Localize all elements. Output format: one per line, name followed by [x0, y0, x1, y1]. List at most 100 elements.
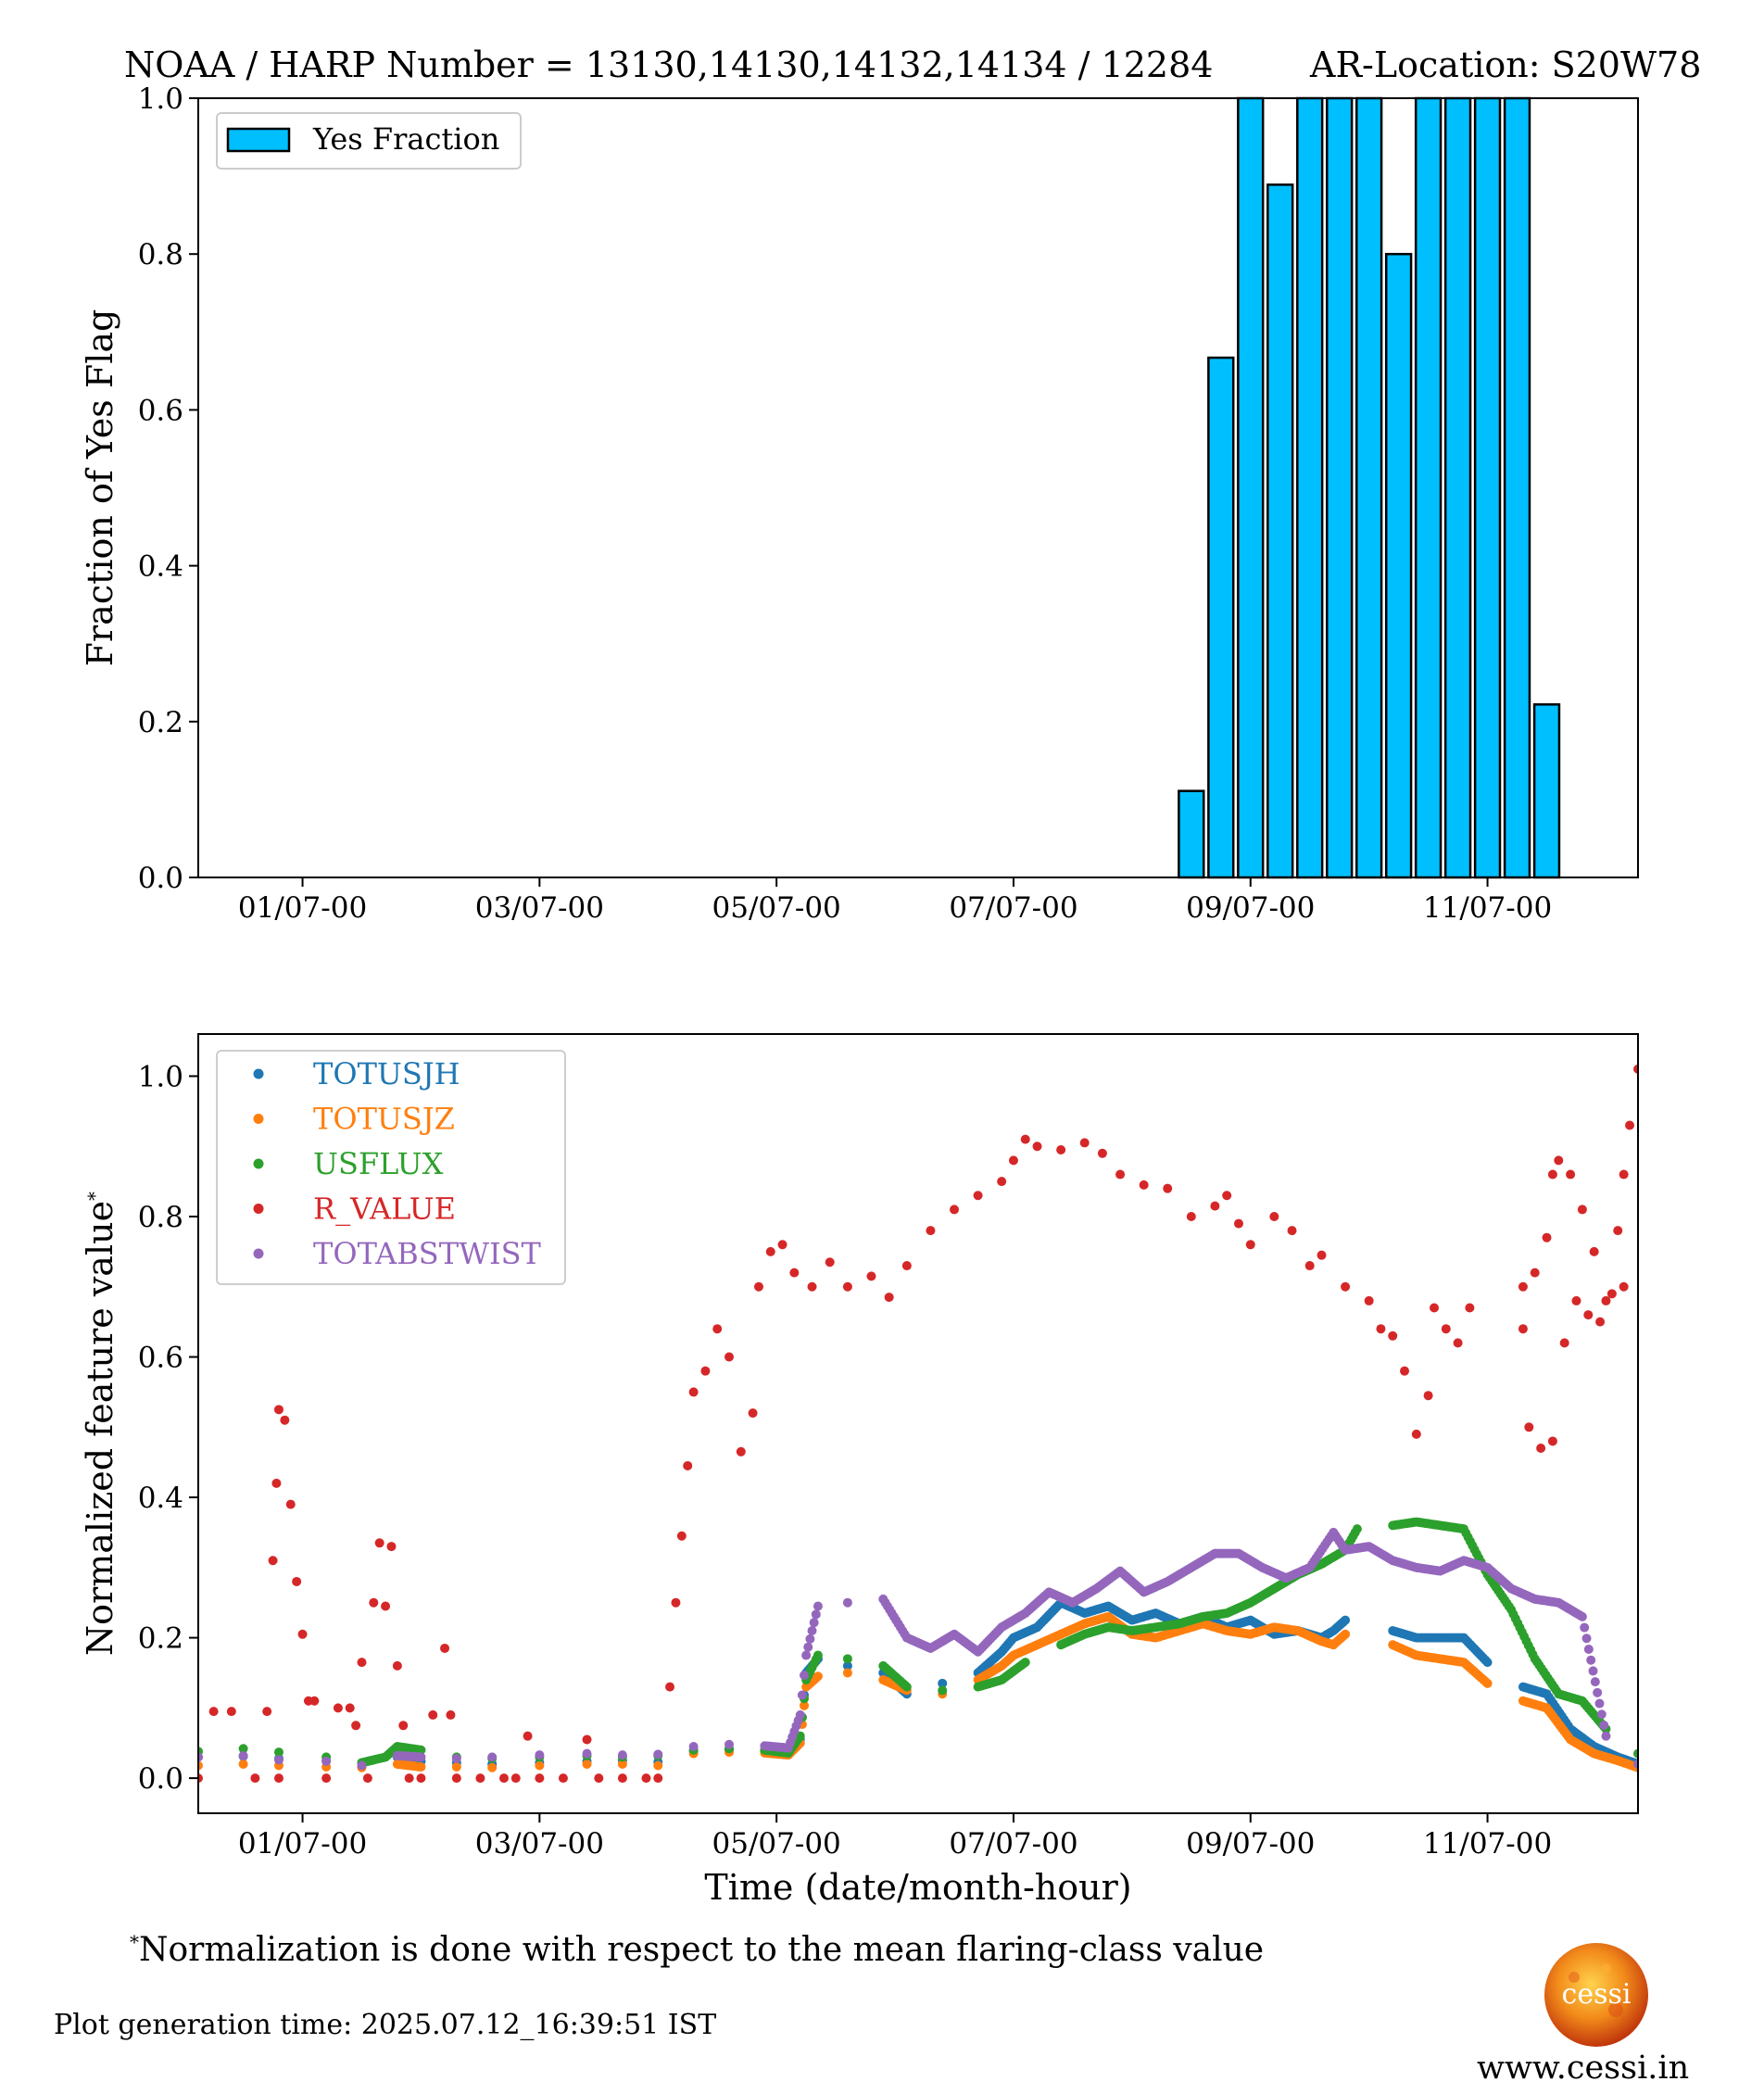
data-point-r_value	[416, 1773, 426, 1784]
data-point-r_value	[1222, 1191, 1232, 1201]
bar	[1414, 96, 1443, 879]
data-point-r_value	[345, 1703, 355, 1713]
data-point-r_value	[1079, 1138, 1090, 1148]
data-point-r_value	[1595, 1317, 1606, 1327]
data-point-r_value	[446, 1709, 456, 1720]
data-point-r_value	[475, 1773, 485, 1784]
data-point-r_value	[1376, 1324, 1386, 1334]
x-tick-label: 07/07-00	[949, 1827, 1077, 1861]
x-tick-label: 11/07-00	[1423, 891, 1552, 925]
data-point-r_value	[262, 1707, 272, 1717]
harp-title: NOAA / HARP Number = 13130,14130,14132,1…	[124, 44, 1214, 85]
data-point-totabstwist	[1577, 1611, 1587, 1621]
data-point-r_value	[1430, 1303, 1440, 1313]
data-point-totabstwist	[617, 1750, 627, 1760]
data-point-totusjz	[451, 1761, 461, 1772]
data-point-totusjz	[842, 1668, 852, 1678]
data-point-totabstwist	[807, 1626, 817, 1636]
bar	[1384, 252, 1413, 879]
data-point-r_value	[688, 1387, 699, 1397]
data-point-r_value	[1465, 1303, 1475, 1313]
x-tick-label: 05/07-00	[712, 891, 841, 925]
data-point-r_value	[285, 1499, 296, 1509]
legend-marker	[253, 1068, 264, 1079]
data-point-r_value	[268, 1556, 278, 1566]
data-point-r_value	[582, 1734, 592, 1745]
data-point-r_value	[700, 1366, 711, 1376]
data-point-totabstwist	[416, 1752, 426, 1762]
data-point-r_value	[523, 1731, 533, 1741]
data-point-totabstwist	[1599, 1720, 1609, 1730]
data-point-r_value	[198, 1773, 203, 1784]
data-point-r_value	[1245, 1240, 1255, 1250]
data-point-r_value	[997, 1177, 1007, 1187]
website-link[interactable]: www.cessi.in	[1477, 2050, 1690, 2087]
data-point-r_value	[440, 1643, 450, 1653]
data-point-r_value	[1317, 1250, 1327, 1260]
legend-label: USFLUX	[313, 1146, 444, 1181]
data-point-r_value	[292, 1576, 302, 1586]
data-point-r_value	[1589, 1246, 1599, 1256]
data-point-usflux	[813, 1650, 823, 1660]
data-point-r_value	[753, 1281, 763, 1292]
x-tick-label: 03/07-00	[475, 1827, 604, 1861]
data-point-r_value	[1139, 1179, 1149, 1190]
data-point-totabstwist	[1586, 1655, 1596, 1665]
normalization-footnote: *Normalization is done with respect to t…	[130, 1931, 1264, 1969]
footnote-mark: *	[130, 1931, 139, 1953]
legend-label: TOTUSJZ	[313, 1102, 455, 1137]
data-point-r_value	[1542, 1232, 1552, 1243]
data-point-r_value	[1518, 1324, 1528, 1334]
x-tick-label: 09/07-00	[1186, 1827, 1315, 1861]
data-point-r_value	[724, 1352, 734, 1362]
data-point-totabstwist	[800, 1670, 810, 1680]
data-point-r_value	[1269, 1211, 1279, 1221]
data-point-r_value	[1613, 1226, 1623, 1236]
data-point-r_value	[926, 1226, 936, 1236]
data-point-r_value	[884, 1293, 894, 1303]
legend-box	[216, 112, 522, 170]
data-point-r_value	[451, 1773, 461, 1784]
data-point-r_value	[1547, 1436, 1557, 1446]
legend-label: R_VALUE	[313, 1192, 456, 1227]
data-point-r_value	[1341, 1281, 1351, 1292]
data-point-totabstwist	[1590, 1677, 1600, 1687]
data-point-r_value	[510, 1773, 521, 1784]
data-point-totusjz	[487, 1762, 498, 1772]
bar	[1354, 96, 1383, 879]
bar	[1237, 96, 1265, 879]
data-point-r_value	[617, 1773, 627, 1784]
data-point-r_value	[1601, 1295, 1611, 1306]
data-point-r_value	[1559, 1338, 1569, 1348]
data-point-r_value	[1304, 1261, 1315, 1271]
plot-frame	[197, 1033, 1639, 1814]
x-tick-label: 09/07-00	[1186, 891, 1315, 925]
legend-marker	[253, 1114, 264, 1124]
data-point-r_value	[1097, 1148, 1107, 1158]
data-point-r_value	[1547, 1169, 1557, 1179]
scatter-points	[198, 1064, 1638, 1784]
data-point-r_value	[1633, 1064, 1638, 1074]
data-point-r_value	[1625, 1120, 1635, 1130]
data-point-totabstwist	[724, 1739, 734, 1749]
data-point-r_value	[1619, 1169, 1629, 1179]
bar	[1532, 703, 1561, 879]
data-point-totabstwist	[1583, 1644, 1594, 1654]
data-point-usflux	[842, 1654, 852, 1664]
data-point-r_value	[683, 1460, 693, 1470]
data-point-totusjh	[1341, 1615, 1351, 1625]
data-point-totabstwist	[842, 1597, 852, 1608]
data-point-totusjh	[842, 1660, 852, 1671]
data-point-r_value	[1186, 1211, 1196, 1221]
x-tick-label: 05/07-00	[712, 1827, 841, 1861]
data-point-r_value	[1287, 1226, 1297, 1236]
y-tick-label: 0.6	[138, 394, 183, 427]
y-axis-label-mark: *	[83, 1192, 106, 1201]
bar	[1326, 96, 1354, 879]
data-point-r_value	[765, 1246, 775, 1256]
data-point-usflux	[901, 1682, 912, 1692]
x-tick-label: 07/07-00	[949, 891, 1077, 925]
data-point-r_value	[1364, 1295, 1374, 1306]
data-point-totusjz	[582, 1759, 592, 1769]
